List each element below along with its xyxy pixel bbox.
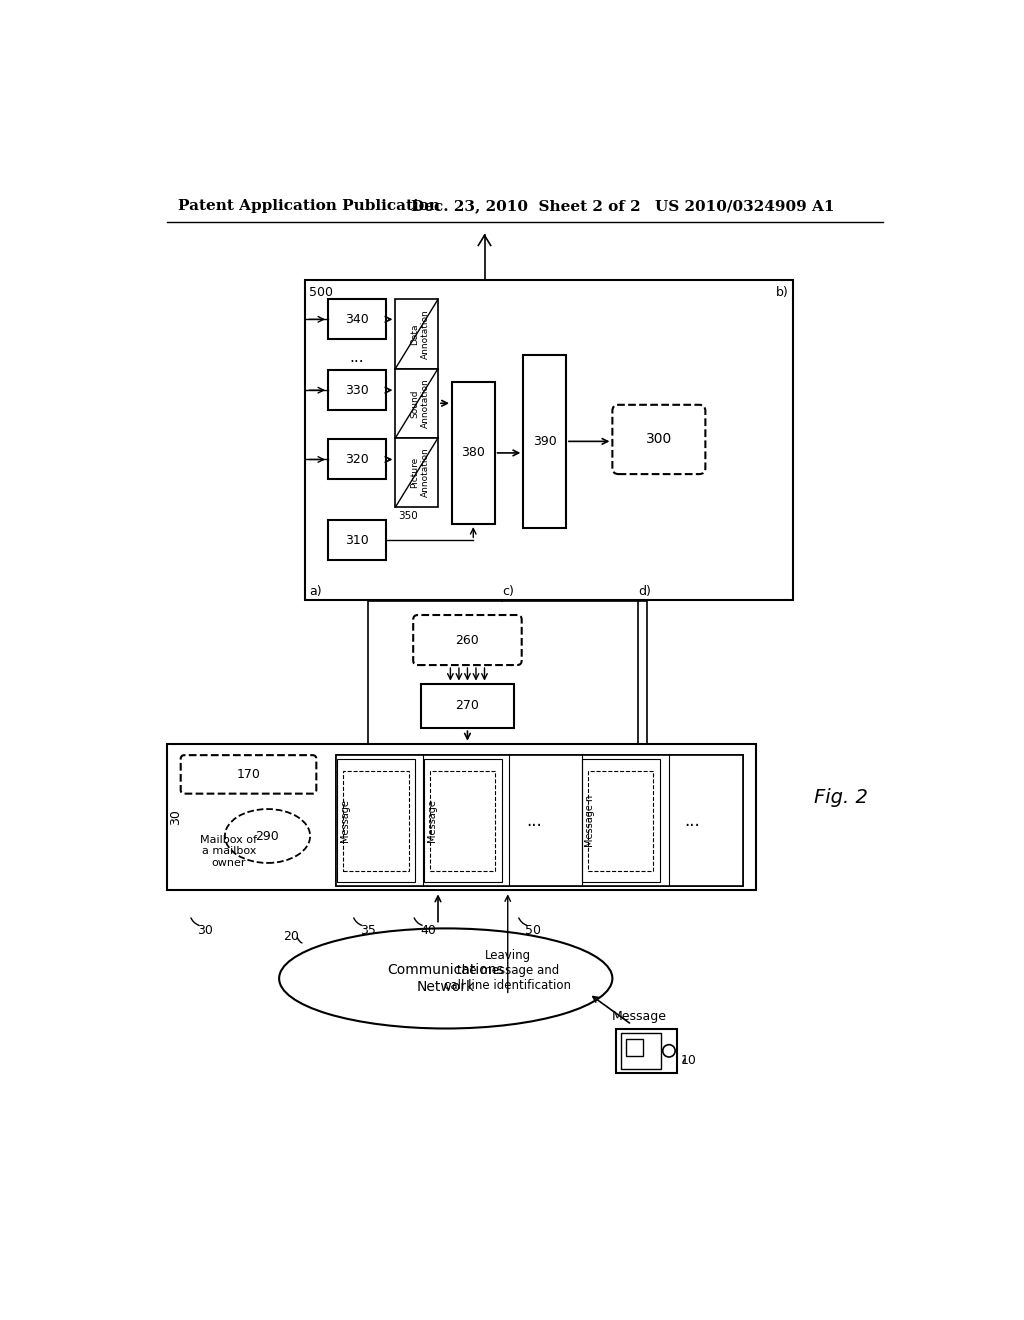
Bar bbox=[424, 759, 502, 882]
Text: 35: 35 bbox=[360, 924, 376, 937]
Bar bbox=[328, 520, 386, 561]
Text: 260: 260 bbox=[456, 634, 479, 647]
Circle shape bbox=[663, 1044, 675, 1057]
Text: 10: 10 bbox=[680, 1055, 696, 1068]
Bar bbox=[369, 601, 647, 751]
Text: Message: Message bbox=[340, 799, 350, 842]
Text: 30: 30 bbox=[198, 924, 213, 937]
Text: Dec. 23, 2010  Sheet 2 of 2: Dec. 23, 2010 Sheet 2 of 2 bbox=[411, 199, 640, 213]
Text: 320: 320 bbox=[345, 453, 369, 466]
Bar bbox=[583, 759, 659, 882]
Text: 40: 40 bbox=[421, 924, 436, 937]
Text: Patent Application Publication: Patent Application Publication bbox=[178, 199, 440, 213]
Text: Communications
Network: Communications Network bbox=[387, 964, 504, 994]
Text: ...: ... bbox=[350, 350, 365, 364]
Ellipse shape bbox=[225, 809, 310, 863]
Bar bbox=[343, 771, 409, 871]
Bar bbox=[167, 743, 756, 890]
FancyBboxPatch shape bbox=[414, 615, 521, 665]
Text: 390: 390 bbox=[532, 434, 556, 447]
Bar bbox=[395, 368, 438, 438]
Bar bbox=[395, 300, 438, 368]
Text: 20: 20 bbox=[283, 929, 299, 942]
Text: US 2010/0324909 A1: US 2010/0324909 A1 bbox=[655, 199, 835, 213]
Bar bbox=[328, 440, 386, 479]
Text: 290: 290 bbox=[256, 829, 280, 842]
Text: 270: 270 bbox=[456, 700, 479, 713]
Bar bbox=[328, 370, 386, 411]
Bar bbox=[523, 355, 566, 528]
Text: 30: 30 bbox=[170, 809, 182, 825]
Text: Picture
Annotation: Picture Annotation bbox=[410, 447, 429, 498]
FancyBboxPatch shape bbox=[180, 755, 316, 793]
FancyBboxPatch shape bbox=[612, 405, 706, 474]
Text: b): b) bbox=[776, 286, 790, 298]
Bar bbox=[616, 1028, 677, 1073]
Text: 370: 370 bbox=[397, 372, 418, 383]
Bar bbox=[336, 755, 742, 886]
Text: 500: 500 bbox=[309, 286, 334, 298]
Text: Message: Message bbox=[427, 799, 437, 842]
Bar bbox=[626, 1039, 643, 1056]
Text: 340: 340 bbox=[345, 313, 369, 326]
Text: d): d) bbox=[638, 585, 651, 598]
Bar bbox=[452, 381, 495, 524]
Text: 380: 380 bbox=[462, 446, 485, 459]
Bar bbox=[621, 1034, 662, 1069]
Text: ...: ... bbox=[526, 812, 542, 829]
Text: Mailbox of
a mailbox
owner: Mailbox of a mailbox owner bbox=[201, 834, 257, 869]
Text: Message: Message bbox=[612, 1010, 667, 1023]
Text: 170: 170 bbox=[237, 768, 260, 781]
Bar bbox=[589, 771, 653, 871]
Bar bbox=[337, 759, 415, 882]
Bar bbox=[336, 755, 742, 886]
Bar bbox=[395, 438, 438, 507]
Text: Sound
Annotation: Sound Annotation bbox=[410, 379, 429, 428]
Text: 50: 50 bbox=[525, 924, 542, 937]
Text: 350: 350 bbox=[397, 511, 418, 521]
Text: Message n: Message n bbox=[585, 795, 595, 846]
Text: c): c) bbox=[503, 585, 514, 598]
Ellipse shape bbox=[280, 928, 612, 1028]
Text: 360: 360 bbox=[397, 442, 418, 453]
Text: a): a) bbox=[309, 585, 322, 598]
Text: Data
Annotation: Data Annotation bbox=[410, 309, 429, 359]
Text: Leaving
the message and
call line identification: Leaving the message and call line identi… bbox=[444, 949, 571, 993]
Text: ...: ... bbox=[684, 812, 700, 829]
Bar bbox=[328, 300, 386, 339]
Text: 330: 330 bbox=[345, 384, 369, 397]
Bar bbox=[305, 280, 793, 599]
Bar bbox=[421, 684, 514, 729]
Text: 310: 310 bbox=[345, 533, 369, 546]
Bar bbox=[430, 771, 496, 871]
Text: Fig. 2: Fig. 2 bbox=[814, 788, 868, 807]
Text: 300: 300 bbox=[646, 433, 672, 446]
